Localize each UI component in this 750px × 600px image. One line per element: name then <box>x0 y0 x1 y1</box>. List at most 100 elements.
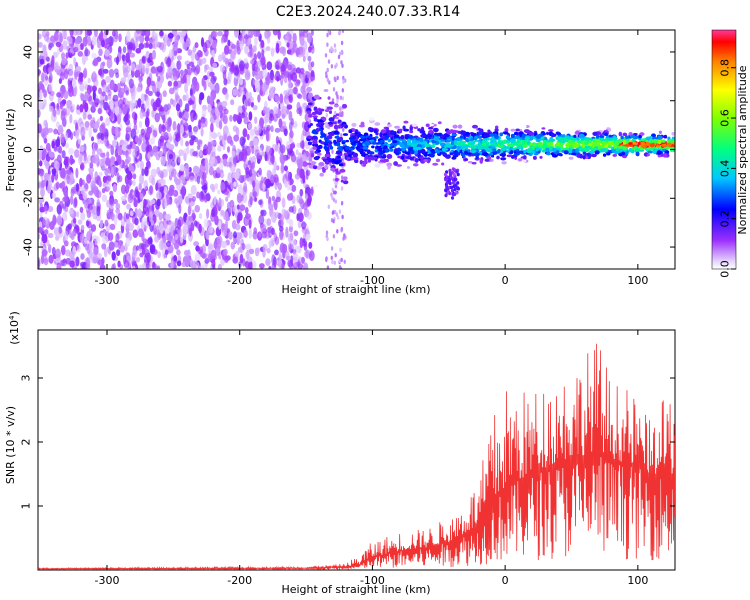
spectrogram-cell <box>104 128 109 140</box>
spectrogram-cell <box>290 153 296 163</box>
spectrogram-cell <box>284 77 288 84</box>
spectrogram-cell <box>79 233 85 244</box>
spectrogram-cell <box>204 258 210 264</box>
spectrogram-cell <box>173 36 179 46</box>
spectrogram-cell <box>184 249 189 257</box>
spectrogram-cell <box>58 145 62 154</box>
spectrogram-cell <box>152 49 156 60</box>
spectrogram-cell <box>163 131 169 139</box>
spectrogram-cell <box>143 198 147 209</box>
spectrogram-cell <box>288 206 294 213</box>
spectrogram-cell <box>333 260 336 265</box>
spectrogram-cell <box>67 223 72 230</box>
spectrogram-cell <box>208 253 213 262</box>
spectrogram-cell <box>41 233 48 244</box>
spectrogram-cell <box>164 186 168 196</box>
spectrogram-cell <box>175 180 182 191</box>
spectrogram-cell <box>254 66 261 73</box>
spectrogram-cell <box>132 229 139 238</box>
spectrogram-cell <box>84 91 88 102</box>
spectrogram-cell <box>79 92 84 99</box>
spectrogram-cell <box>68 52 73 59</box>
spectrogram-cell <box>197 249 203 255</box>
spectrogram-cell <box>38 168 45 177</box>
spectrogram-cell <box>218 220 222 230</box>
spectrogram-cell <box>273 106 279 115</box>
spectrogram-cell <box>323 145 328 150</box>
spectrogram-cell <box>311 161 317 165</box>
spectrogram-cell <box>196 144 201 150</box>
spectrogram-cell <box>222 70 227 81</box>
spectrogram-cell <box>280 65 286 75</box>
spectrogram-cell <box>38 160 43 167</box>
spectrogram-cell <box>657 139 662 145</box>
spectrogram-cell <box>308 113 313 118</box>
spectrogram-cell <box>248 260 253 269</box>
spectrogram-cell <box>282 46 287 57</box>
spectrogram-cell <box>336 98 339 104</box>
spectrogram-cell <box>220 172 225 178</box>
spectrogram-cell <box>263 176 267 185</box>
spectrogram-cell <box>282 243 288 254</box>
spectrogram-cell <box>275 135 279 145</box>
spectrogram-cell <box>286 64 293 71</box>
spectrogram-cell <box>229 114 233 122</box>
spectrogram-cell <box>374 122 381 126</box>
spectrogram-cell <box>102 156 107 162</box>
spectrogram-cell <box>245 207 249 215</box>
spectrogram-cell <box>262 243 268 252</box>
spectrogram-cell <box>167 68 174 77</box>
spectrogram-cell <box>211 39 217 49</box>
spectrogram-cell <box>38 69 41 75</box>
spectrogram-cell <box>104 219 109 227</box>
spectrogram-cell <box>330 64 334 69</box>
spectrogram-cell <box>336 142 341 147</box>
spectrogram-cell <box>201 57 207 64</box>
spectrogram-cell <box>178 111 183 119</box>
spectrogram-cell <box>74 196 78 208</box>
spectrogram-cell <box>196 139 203 145</box>
spectrogram-cell <box>223 248 228 256</box>
spectrogram-cell <box>76 244 81 253</box>
spectrogram-cell <box>86 209 92 219</box>
spectrogram-cell <box>249 162 253 170</box>
spectrogram-cell <box>115 72 120 79</box>
spectrogram-cell <box>66 169 72 175</box>
spectrogram-cell <box>201 252 207 259</box>
spectrogram-cell <box>302 202 308 211</box>
spectrogram-cell <box>141 65 146 74</box>
spectrogram-cell <box>239 65 245 75</box>
spectrogram-cell <box>110 111 114 120</box>
spectrogram-cell <box>47 205 54 213</box>
spectrogram-cell <box>335 113 339 116</box>
spectrogram-cell <box>326 77 330 83</box>
spectrogram-cell <box>573 144 578 149</box>
spectrogram-cell <box>107 175 112 182</box>
spectrogram-cell <box>88 126 92 138</box>
spectrogram-cell <box>242 137 246 144</box>
spectrogram-cell <box>234 250 240 257</box>
spectrogram-cell <box>342 124 346 127</box>
spectrogram-cell <box>145 88 149 95</box>
spectrogram-cell <box>337 119 341 123</box>
spectrogram-cell <box>44 229 49 235</box>
spectrogram-cell <box>326 67 329 73</box>
spectrogram-cell <box>124 158 130 165</box>
spectrogram-cell <box>279 225 284 232</box>
spectrogram-cell <box>332 234 336 239</box>
spectrogram-cell <box>238 112 242 121</box>
spectrogram-cell <box>173 80 179 87</box>
spectrogram-cell <box>368 156 374 160</box>
spectrogram-cell <box>216 235 223 245</box>
spectrogram-cell <box>108 241 115 251</box>
spectrogram-cell <box>383 129 387 133</box>
spectrogram-cell <box>243 116 249 125</box>
spectrogram-cell <box>445 140 451 143</box>
spectrogram-cell <box>334 135 340 139</box>
spectrogram-cell <box>168 135 173 142</box>
spectrogram-cell <box>310 153 315 158</box>
spectrogram-cell <box>469 140 476 146</box>
spectrogram-cell <box>99 264 106 269</box>
spectrogram-cell <box>48 179 52 190</box>
